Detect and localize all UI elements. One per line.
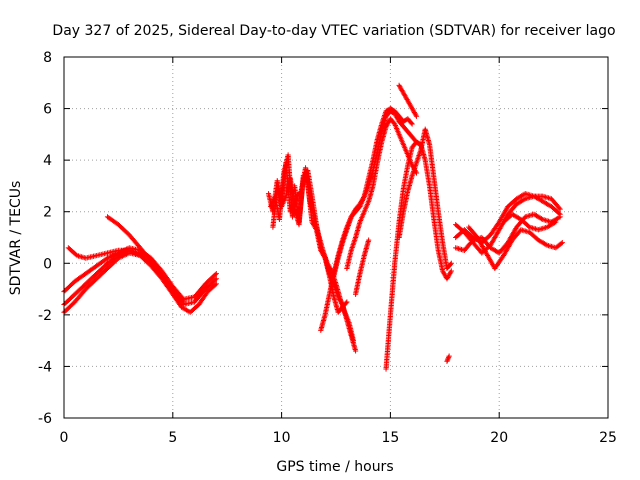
chart-title: Day 327 of 2025, Sidereal Day-to-day VTE… <box>52 23 615 39</box>
series-track-8 <box>270 173 350 315</box>
series-track-20 <box>466 224 565 272</box>
data-point <box>366 237 372 243</box>
x-tick-label: 5 <box>168 430 177 446</box>
y-tick-label: 2 <box>43 205 52 221</box>
data-point <box>446 353 452 359</box>
data-point <box>212 282 218 288</box>
x-tick-label: 15 <box>381 430 399 446</box>
y-tick-label: -4 <box>38 359 52 375</box>
data-point <box>413 113 420 119</box>
series-track-11 <box>344 116 420 272</box>
series-track-13 <box>383 139 454 372</box>
y-tick-label: 6 <box>43 102 52 118</box>
data-point <box>409 121 415 127</box>
x-axis-label: GPS time / hours <box>276 459 393 475</box>
series-track-4 <box>65 245 143 261</box>
data-point <box>212 272 218 278</box>
data-point <box>558 240 564 247</box>
data-point <box>137 252 143 259</box>
series-track-10 <box>331 105 415 279</box>
data-point <box>213 281 219 287</box>
plot-area <box>61 82 565 372</box>
series-track-16 <box>444 353 452 364</box>
data-point <box>352 348 359 354</box>
y-tick-label: -2 <box>38 308 52 324</box>
axes: 0 5 10 15 20 25 -6 -4 -2 0 2 4 6 8 <box>38 50 617 446</box>
data-point <box>212 277 218 283</box>
data-point <box>180 298 186 304</box>
y-tick-label: 8 <box>43 50 52 66</box>
series-track-12 <box>352 237 372 297</box>
data-point <box>448 268 454 274</box>
y-tick-label: 0 <box>43 256 52 272</box>
data-point <box>350 338 357 344</box>
series-track-5 <box>104 214 187 305</box>
data-point <box>447 261 454 267</box>
series-track-14 <box>396 126 454 272</box>
data-point <box>181 299 187 305</box>
data-point <box>556 205 562 211</box>
data-point <box>559 240 565 246</box>
plot-border <box>63 56 609 419</box>
y-axis-label: SDTVAR / TECUs <box>8 181 24 296</box>
x-tick-label: 25 <box>599 430 617 446</box>
y-tick-label: -6 <box>38 411 52 427</box>
data-point <box>408 120 414 126</box>
series-track-21 <box>500 211 559 233</box>
data-point <box>343 300 349 306</box>
data-point <box>213 276 219 282</box>
series-track-15 <box>396 82 420 119</box>
data-point <box>448 260 454 266</box>
data-point <box>557 214 563 220</box>
x-tick-label: 20 <box>490 430 508 446</box>
data-point <box>557 206 563 212</box>
data-point <box>213 271 219 277</box>
x-tick-label: 0 <box>60 430 69 446</box>
x-tick-label: 10 <box>273 430 291 446</box>
data-point <box>344 299 350 305</box>
data-point <box>553 219 559 225</box>
y-tick-label: 4 <box>43 153 52 169</box>
